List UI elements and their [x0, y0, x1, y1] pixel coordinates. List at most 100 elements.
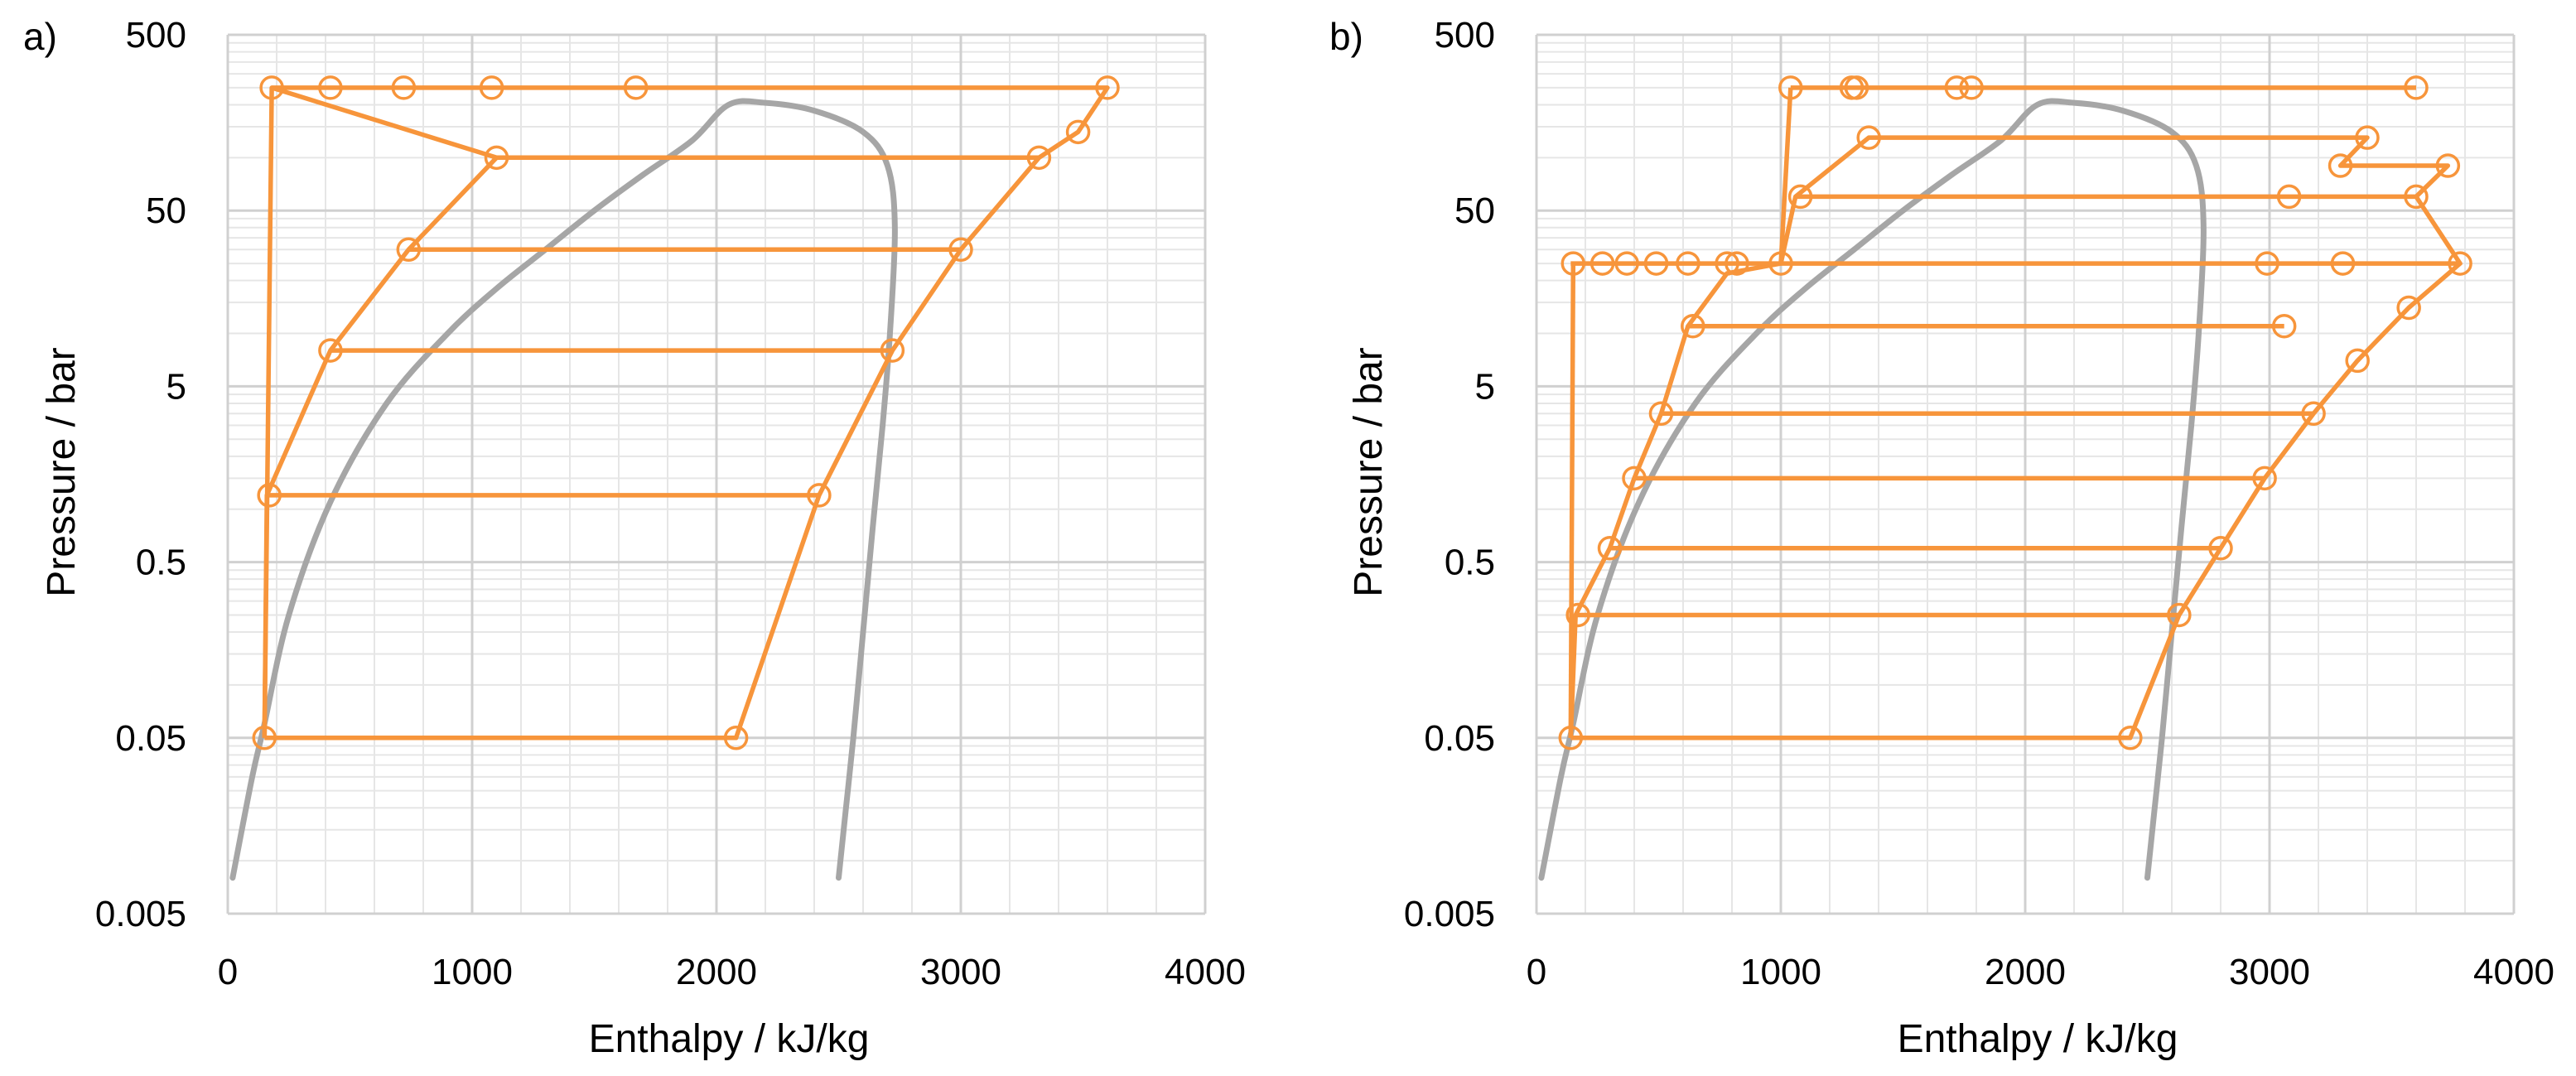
grid-a [226, 33, 1207, 915]
panel-label-b: b) [1329, 15, 1363, 58]
state-point-marker [1614, 251, 1639, 276]
state-point-marker [2355, 125, 2380, 150]
x-tick-label: 1000 [1740, 952, 1821, 992]
state-point-marker [1597, 536, 1623, 561]
state-point-marker [1561, 251, 1585, 276]
state-point-marker [2252, 466, 2277, 491]
y-tick-label: 0.05 [1424, 718, 1495, 759]
state-point-marker [807, 483, 832, 508]
state-point-marker [2118, 726, 2143, 750]
state-point-marker [1844, 75, 1869, 100]
state-point-marker [1643, 251, 1669, 276]
state-point-marker [2276, 184, 2302, 210]
state-point-marker [252, 726, 277, 750]
x-axis-title-b: Enthalpy / kJ/kg [1898, 1017, 2178, 1061]
panel-a: 0 1000 2000 3000 4000 0.005 0.05 0.5 5 50 500 a) E… [23, 15, 1246, 1061]
state-point-marker [1787, 184, 1813, 210]
y-tick-label: 0.05 [115, 718, 186, 759]
state-point-marker [1095, 75, 1120, 100]
state-point-marker [1565, 602, 1590, 628]
state-point-marker [1589, 251, 1615, 276]
state-point-marker [2301, 401, 2326, 427]
state-point-marker [2328, 153, 2353, 178]
x-tick-label: 3000 [2229, 952, 2310, 992]
y-tick-label: 5 [166, 366, 186, 407]
state-point-marker [2448, 251, 2472, 276]
ticks-b: 0 1000 2000 3000 4000 0.005 0.05 0.5 5 50 500 [1404, 15, 2554, 992]
cycle-line [1778, 87, 1793, 264]
cycle-lines-b [1568, 85, 2463, 741]
y-tick-label: 500 [1435, 15, 1495, 55]
panel-label-a: a) [23, 15, 57, 58]
cycle-line [262, 85, 1110, 741]
state-point-marker [1026, 145, 1052, 171]
y-tick-label: 50 [146, 191, 186, 231]
state-point-marker [2435, 153, 2461, 178]
y-tick-label: 50 [1454, 191, 1495, 231]
ticks-a: 0 1000 2000 3000 4000 0.005 0.05 0.5 5 50 500 [95, 15, 1246, 992]
cycle-line [1568, 135, 2463, 741]
state-point-marker [479, 75, 504, 100]
state-point-marker [623, 75, 649, 100]
y-axis-title-b: Pressure / bar [1347, 347, 1391, 596]
state-point-marker [1768, 251, 1793, 276]
y-tick-label: 0.5 [136, 543, 186, 583]
state-point-marker [2404, 75, 2429, 100]
y-tick-label: 0.005 [95, 894, 186, 934]
y-tick-label: 0.005 [1404, 894, 1495, 934]
cycle-lines-a [262, 85, 1110, 741]
cycle-line [1568, 263, 1576, 738]
y-tick-label: 0.5 [1445, 543, 1495, 583]
state-point-marker [723, 726, 749, 750]
state-point-marker [1778, 75, 1803, 100]
markers-a [252, 75, 1120, 750]
state-point-marker [318, 75, 343, 100]
state-point-marker [484, 145, 509, 171]
x-tick-label: 3000 [920, 952, 1001, 992]
state-point-marker [1959, 75, 1984, 100]
state-point-marker [1558, 726, 1584, 750]
state-point-marker [2208, 536, 2233, 561]
x-tick-label: 2000 [1985, 952, 2066, 992]
state-point-marker [318, 338, 343, 363]
x-tick-label: 1000 [432, 952, 513, 992]
state-point-marker [948, 237, 973, 263]
x-axis-title-a: Enthalpy / kJ/kg [589, 1017, 870, 1061]
state-point-marker [2345, 348, 2370, 374]
state-point-marker [2396, 295, 2421, 321]
panel-b: 0 1000 2000 3000 4000 0.005 0.05 0.5 5 50 500 b) E… [1329, 15, 2554, 1061]
state-point-marker [2167, 602, 2192, 628]
state-point-marker [1856, 125, 1881, 150]
x-tick-label: 0 [218, 952, 238, 992]
state-point-marker [1676, 251, 1700, 276]
state-point-marker [2404, 184, 2429, 210]
state-point-marker [391, 75, 417, 100]
saturation-curve [1538, 98, 2207, 881]
x-tick-label: 4000 [1165, 952, 1246, 992]
state-point-marker [1725, 251, 1749, 276]
x-tick-label: 2000 [676, 952, 757, 992]
state-point-marker [396, 237, 422, 263]
cycle-line [262, 85, 499, 738]
state-point-marker [1648, 401, 1674, 427]
saturation-dome-a [229, 98, 898, 881]
state-point-marker [1681, 313, 1705, 339]
markers-b [1558, 75, 2472, 750]
state-point-marker [2330, 251, 2356, 276]
state-point-marker [257, 483, 282, 508]
state-point-marker [2255, 251, 2279, 276]
state-point-marker [1944, 75, 1970, 100]
x-tick-label: 0 [1527, 952, 1546, 992]
state-point-marker [1065, 119, 1091, 145]
state-point-marker [1622, 466, 1647, 491]
x-tick-label: 4000 [2473, 952, 2554, 992]
y-axis-title-a: Pressure / bar [40, 347, 84, 596]
state-point-marker [2271, 313, 2297, 339]
y-tick-label: 500 [126, 15, 186, 55]
saturation-curve [229, 98, 898, 881]
state-point-marker [880, 338, 905, 363]
y-tick-label: 5 [1475, 366, 1495, 407]
state-point-marker [259, 75, 284, 100]
saturation-dome-b [1538, 98, 2207, 881]
